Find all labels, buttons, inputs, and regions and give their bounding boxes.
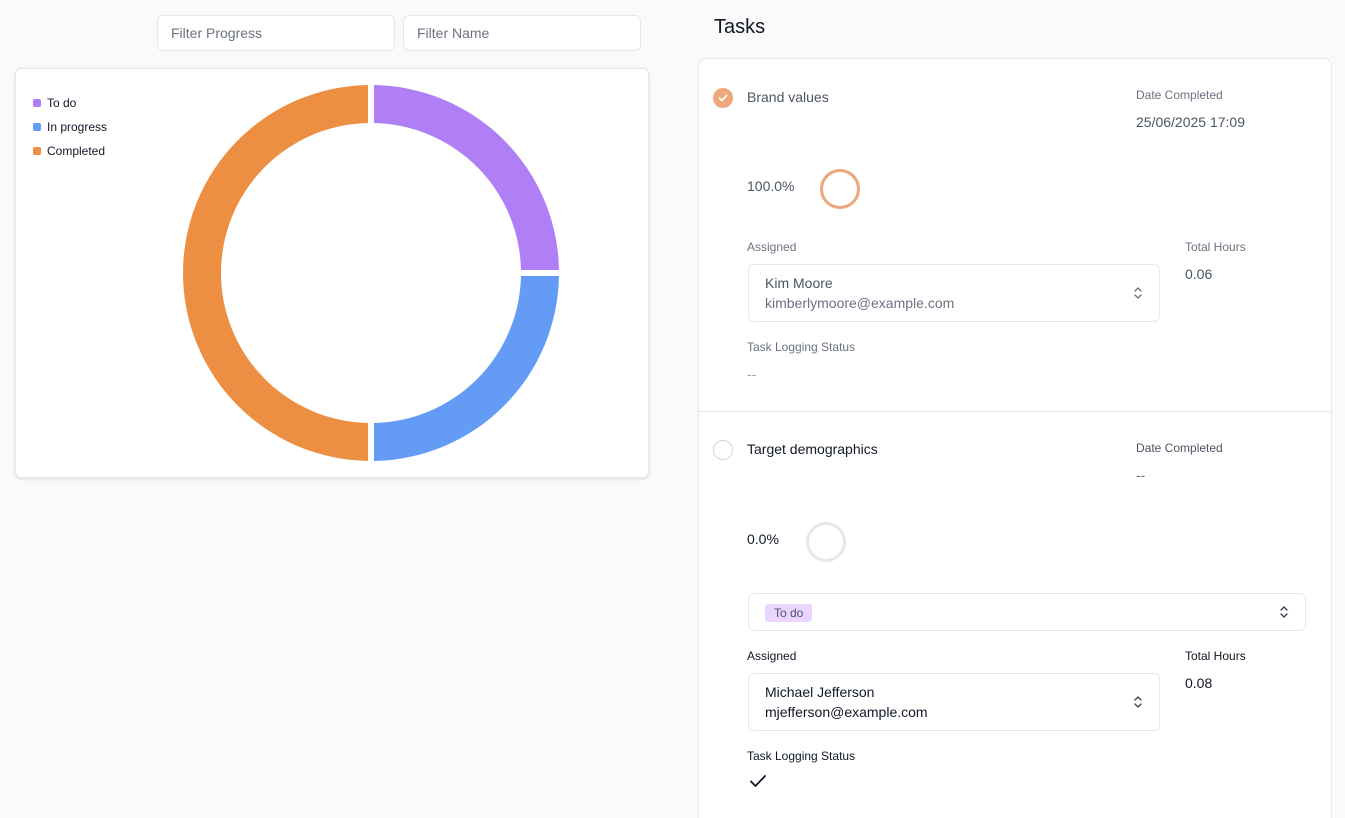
donut-chart	[183, 85, 559, 461]
legend-label-todo: To do	[47, 96, 77, 110]
task-name[interactable]: Target demographics	[747, 441, 878, 457]
task-logging-label: Task Logging Status	[747, 340, 856, 354]
donut-slice-completed[interactable]	[183, 85, 369, 461]
progress-percent: 0.0%	[747, 531, 779, 547]
legend-label-completed: Completed	[47, 144, 106, 158]
assignee-email: kimberlymoore@example.com	[765, 295, 955, 311]
legend-swatch-todo	[33, 99, 41, 107]
donut-slice-in-progress[interactable]	[373, 275, 559, 461]
chevron-updown-icon	[1280, 606, 1288, 618]
tasks-panel: Brand values Date Completed 25/06/2025 1…	[698, 58, 1332, 818]
task-logging-label: Task Logging Status	[747, 749, 856, 763]
chevron-updown-icon	[1134, 696, 1142, 708]
legend-item-completed[interactable]: Completed	[33, 139, 107, 163]
donut-slice-to-do[interactable]	[373, 85, 559, 271]
total-hours-label: Total Hours	[1185, 240, 1246, 254]
assigned-label: Assigned	[747, 649, 797, 663]
status-badge: To do	[765, 604, 813, 622]
total-hours-value: 0.08	[1185, 675, 1213, 691]
date-completed-value: 25/06/2025 17:09	[1136, 114, 1245, 130]
date-completed-value: --	[1136, 467, 1146, 483]
tasks-title: Tasks	[714, 16, 766, 38]
task-card: Brand values Date Completed 25/06/2025 1…	[699, 59, 1331, 412]
assigned-label: Assigned	[747, 240, 797, 254]
legend-item-todo[interactable]: To do	[33, 91, 107, 115]
date-completed-label: Date Completed	[1136, 441, 1223, 455]
assignee-name: Kim Moore	[765, 275, 833, 291]
chevron-updown-icon	[1134, 287, 1142, 299]
task-complete-checkbox[interactable]	[713, 88, 733, 108]
assignee-name: Michael Jefferson	[765, 684, 875, 700]
chart-legend: To do In progress Completed	[33, 91, 107, 163]
assignee-select[interactable]: Kim Moore kimberlymoore@example.com	[748, 264, 1160, 322]
total-hours-value: 0.06	[1185, 266, 1213, 282]
status-chart-card: To do In progress Completed	[15, 68, 649, 478]
legend-swatch-in-progress	[33, 123, 41, 131]
total-hours-label: Total Hours	[1185, 649, 1246, 663]
date-completed-label: Date Completed	[1136, 88, 1223, 102]
progress-ring	[820, 169, 860, 209]
filter-progress-input[interactable]	[157, 15, 395, 51]
task-logging-value: --	[747, 366, 757, 382]
check-icon	[718, 94, 728, 102]
filter-name-input[interactable]	[403, 15, 641, 51]
assignee-email: mjefferson@example.com	[765, 704, 928, 720]
legend-label-in-progress: In progress	[47, 120, 108, 134]
progress-percent: 100.0%	[747, 178, 795, 194]
progress-ring	[806, 522, 846, 562]
task-complete-checkbox[interactable]	[713, 440, 733, 460]
legend-swatch-completed	[33, 147, 41, 155]
legend-item-in-progress[interactable]: In progress	[33, 115, 107, 139]
assignee-select[interactable]: Michael Jefferson mjefferson@example.com	[748, 673, 1160, 731]
task-name[interactable]: Brand values	[747, 89, 829, 105]
task-card: Target demographics Date Completed -- 0.…	[699, 412, 1331, 818]
check-icon	[750, 775, 766, 787]
status-select[interactable]: To do	[748, 593, 1306, 631]
